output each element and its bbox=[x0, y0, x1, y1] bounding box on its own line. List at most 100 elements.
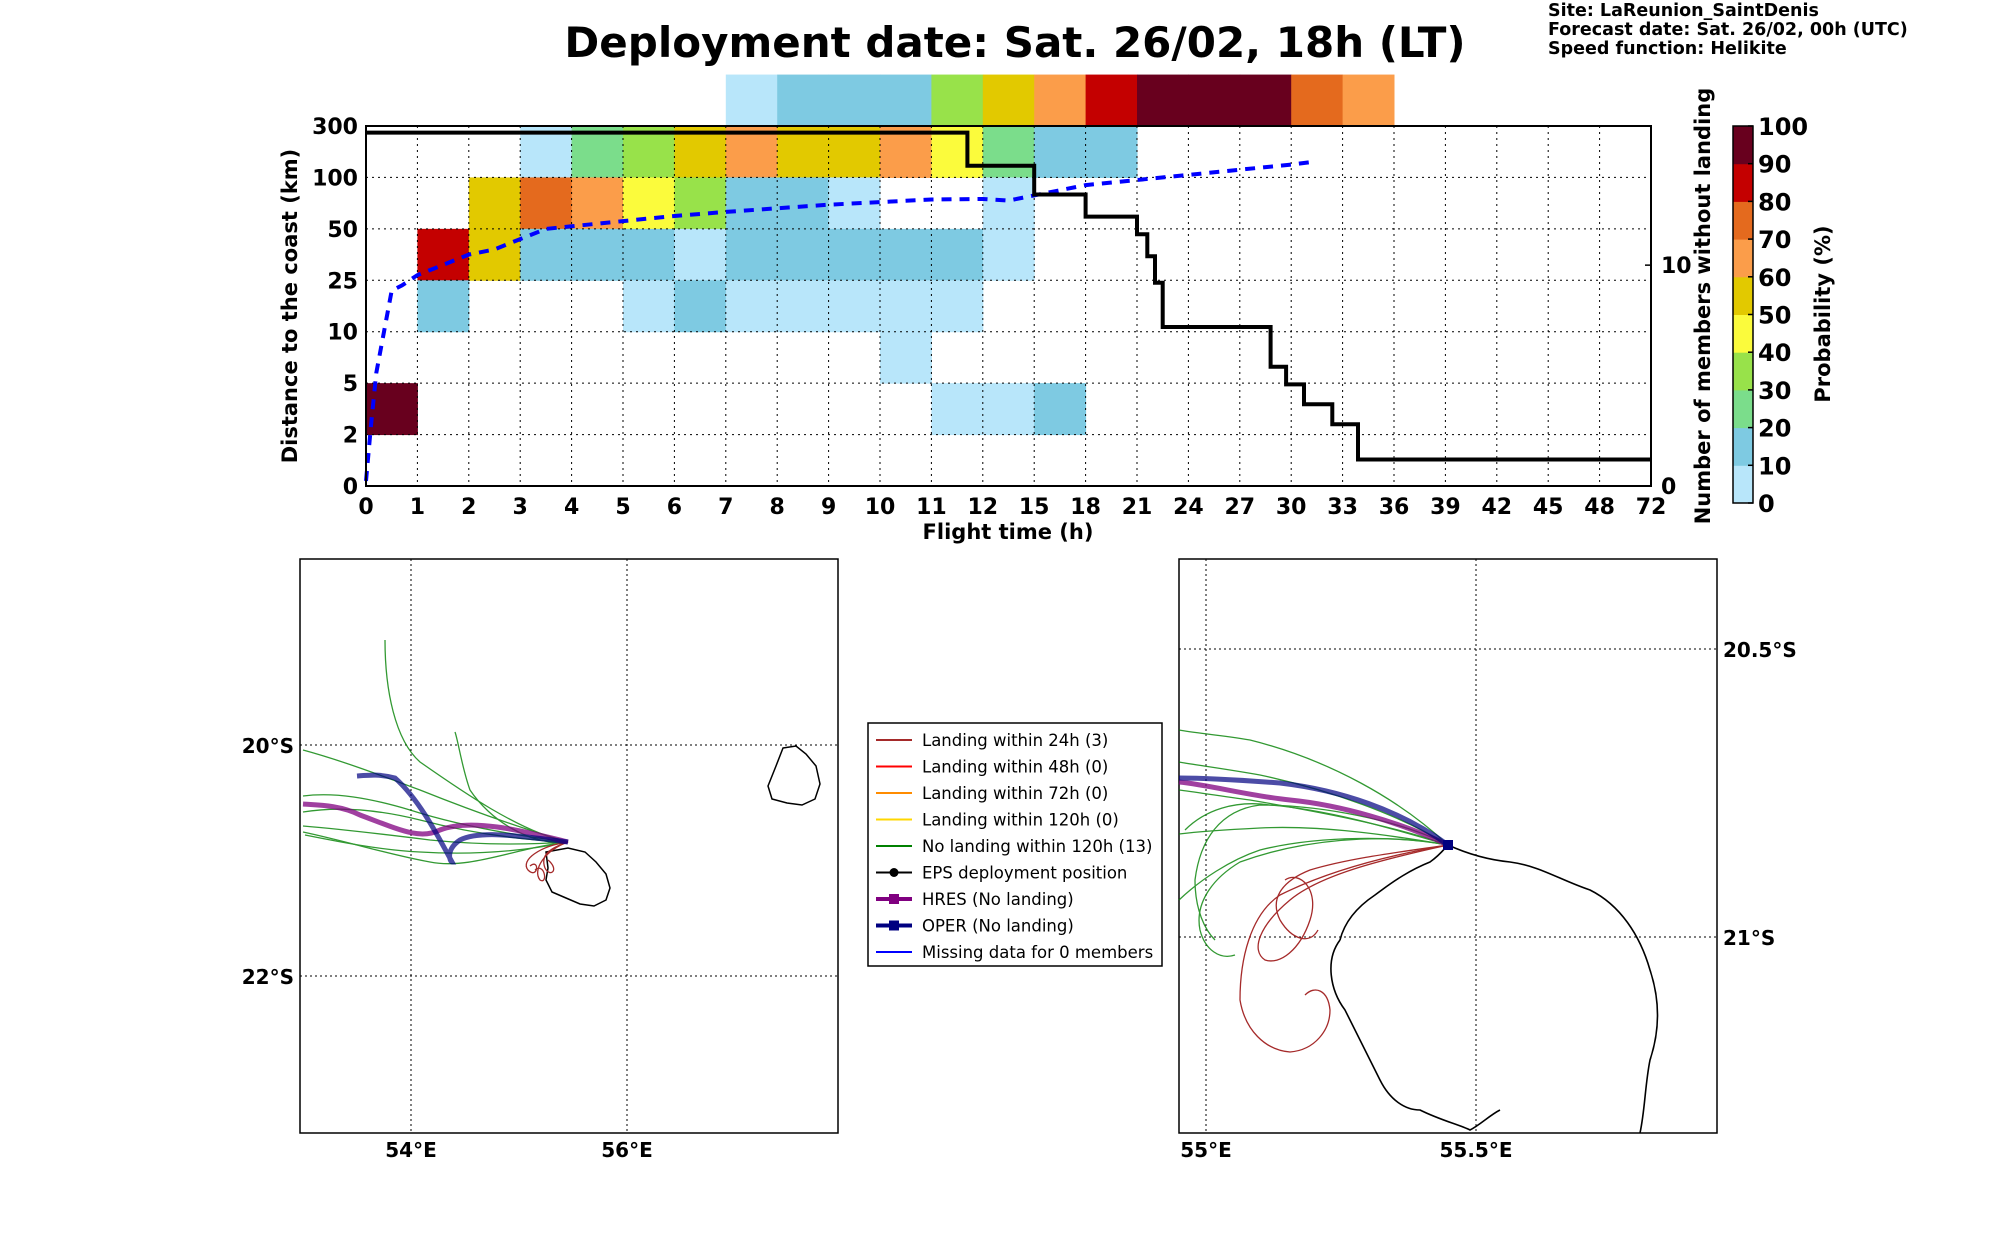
colorbar bbox=[1733, 126, 1753, 504]
x-tick-label: 15 bbox=[1019, 495, 1050, 520]
y-axis-label: Distance to the coast (km) bbox=[278, 149, 302, 464]
x-tick-label: 11 bbox=[916, 495, 947, 520]
heatmap-cell bbox=[571, 177, 624, 230]
heatmap-frame bbox=[365, 125, 1652, 487]
heatmap-cell bbox=[931, 74, 984, 127]
legend-item-label: Landing within 48h (0) bbox=[922, 758, 1108, 777]
heatmap-cell bbox=[725, 126, 778, 178]
colorbar-label: Probability (%) bbox=[1811, 225, 1835, 402]
x-tick-label: 2 bbox=[461, 495, 476, 520]
page-title: Deployment date: Sat. 26/02, 18h (LT) bbox=[564, 18, 1466, 67]
heatmap-cell bbox=[1188, 74, 1241, 127]
heatmap-cell bbox=[880, 228, 932, 281]
y-right-axis-label: Number of members without landing bbox=[1691, 88, 1715, 525]
heatmap-cell bbox=[725, 228, 778, 281]
heatmap-cell bbox=[1085, 74, 1138, 127]
x-axis-label: Flight time (h) bbox=[923, 520, 1094, 544]
x-tick-label: 6 bbox=[667, 495, 682, 520]
heatmap-cell bbox=[777, 228, 830, 281]
legend-item-label: Landing within 72h (0) bbox=[922, 784, 1108, 803]
legend-item-label: HRES (No landing) bbox=[922, 890, 1074, 909]
legend-item-label: Missing data for 0 members bbox=[922, 943, 1153, 962]
colorbar-segment bbox=[1733, 276, 1753, 315]
map-tick-label: 55°E bbox=[1180, 1138, 1232, 1162]
heatmap-cell bbox=[982, 177, 1035, 230]
x-tick-labels: 0 1 2 3 4 5 6 7 8 9 10 11 12 15 18 21 24 27 30 33 36 39 42 45 48… bbox=[358, 495, 1666, 520]
x-tick-label: 7 bbox=[718, 495, 733, 520]
map-tick-label: 20.5°S bbox=[1723, 638, 1797, 662]
legend-item-label: EPS deployment position bbox=[922, 864, 1127, 883]
x-tick-label: 42 bbox=[1481, 495, 1512, 520]
legend-marker bbox=[889, 920, 899, 931]
heatmap-cell bbox=[880, 126, 932, 178]
heatmap-cell bbox=[931, 126, 984, 178]
colorbar-segment bbox=[1733, 352, 1753, 391]
y-tick-label: 25 bbox=[327, 269, 358, 294]
heatmap-cell bbox=[1034, 74, 1087, 127]
colorbar-tick-label: 10 bbox=[1758, 452, 1791, 480]
heatmap-cell bbox=[1291, 74, 1344, 127]
colorbar-tick-label: 50 bbox=[1758, 302, 1791, 330]
x-tick-label: 72 bbox=[1636, 495, 1667, 520]
x-tick-label: 9 bbox=[821, 495, 836, 520]
colorbar-tick-label: 60 bbox=[1758, 264, 1791, 292]
heatmap-cell bbox=[520, 228, 573, 281]
heatmap-cell bbox=[417, 280, 470, 333]
heatmap-cell bbox=[571, 228, 624, 281]
colorbar-tick-label: 70 bbox=[1758, 226, 1791, 254]
heatmap-cell bbox=[777, 280, 830, 333]
heatmap-cell bbox=[931, 383, 984, 436]
map-tick-label: 56°E bbox=[601, 1138, 653, 1162]
heatmap-cell bbox=[623, 126, 675, 178]
colorbar-tick-label: 30 bbox=[1758, 377, 1791, 405]
heatmap-cells bbox=[366, 74, 1395, 436]
heatmap-cell bbox=[880, 331, 932, 384]
map-right: 55°E 55.5°E 20.5°S 21°S bbox=[1178, 558, 1797, 1162]
mean-distance-curve bbox=[364, 160, 1313, 482]
colorbar-tick-labels: 0 10 20 30 40 50 60 70 80 90 100 bbox=[1748, 113, 1808, 518]
heatmap-cell bbox=[417, 228, 470, 281]
heatmap-cell bbox=[828, 280, 881, 333]
x-tick-label: 33 bbox=[1327, 495, 1358, 520]
y-right-tick-label: 0 bbox=[1661, 475, 1676, 500]
x-tick-label: 5 bbox=[615, 495, 630, 520]
heatmap-cell bbox=[777, 126, 830, 178]
heatmap-cell bbox=[674, 280, 727, 333]
x-tick-label: 4 bbox=[564, 495, 579, 520]
heatmap-cell bbox=[674, 228, 727, 281]
heatmap-grid bbox=[366, 126, 1651, 486]
y-tick-label: 2 bbox=[343, 424, 358, 449]
forecast-info: Site: LaReunion_SaintDenis Forecast date… bbox=[1548, 2, 1908, 59]
colorbar-tick-label: 20 bbox=[1758, 415, 1791, 443]
heatmap-cell bbox=[623, 228, 675, 281]
colorbar-tick-label: 0 bbox=[1758, 490, 1775, 518]
x-tick-label: 0 bbox=[358, 495, 373, 520]
x-tick-label: 18 bbox=[1070, 495, 1101, 520]
y-right-tick-labels: 0 10 bbox=[1645, 254, 1692, 500]
x-tick-label: 3 bbox=[513, 495, 528, 520]
heatmap-cell bbox=[1239, 74, 1292, 127]
legend-item-label: OPER (No landing) bbox=[922, 917, 1074, 936]
heatmap-cell bbox=[931, 280, 984, 333]
map-tick-label: 22°S bbox=[242, 965, 294, 989]
site-label: Site: LaReunion_SaintDenis bbox=[1548, 1, 1819, 21]
heatmap-cell bbox=[828, 126, 881, 178]
x-tick-label: 39 bbox=[1430, 495, 1461, 520]
legend: Landing within 24h (3) Landing within 48h… bbox=[867, 722, 1163, 967]
y-tick-label: 50 bbox=[327, 218, 358, 243]
heatmap-cell bbox=[1137, 74, 1189, 127]
x-tick-label: 1 bbox=[410, 495, 425, 520]
x-tick-label: 21 bbox=[1122, 495, 1153, 520]
colorbar-tick-label: 40 bbox=[1758, 339, 1791, 367]
y-tick-label: 100 bbox=[312, 166, 358, 191]
colorbar-segment bbox=[1733, 126, 1753, 165]
heatmap-cell bbox=[674, 177, 727, 230]
heatmap-cell bbox=[931, 228, 984, 281]
forecast-date-label: Forecast date: Sat. 26/02, 00h (UTC) bbox=[1548, 20, 1908, 40]
map-tick-label: 54°E bbox=[385, 1138, 437, 1162]
map-tick-label: 55.5°E bbox=[1439, 1138, 1512, 1162]
heatmap-cell bbox=[623, 177, 675, 230]
legend-item-label: No landing within 120h (13) bbox=[922, 837, 1152, 856]
colorbar-segment bbox=[1733, 239, 1753, 278]
